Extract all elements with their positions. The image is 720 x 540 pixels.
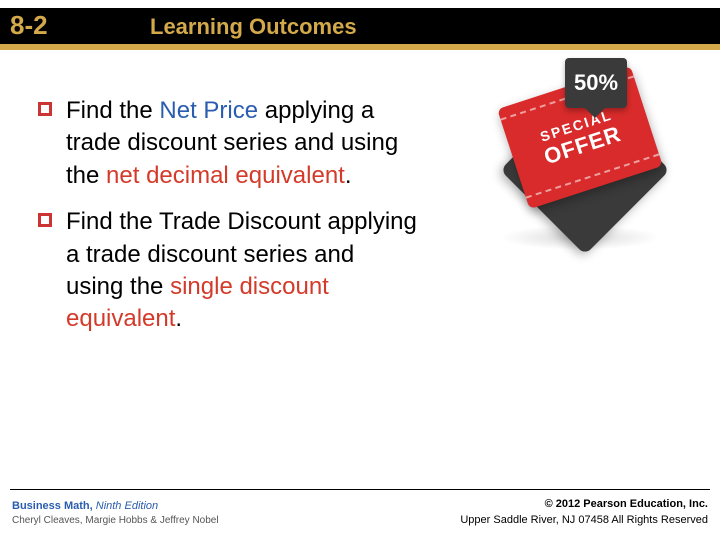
footer-book-title: Business Math, Ninth Edition [12,499,219,514]
offer-percent-badge: 50% [565,58,627,108]
footer-divider [10,489,710,491]
section-number: 8-2 [10,10,48,41]
square-bullet-icon [38,102,52,116]
bullet-text: Find the Trade Discount applying a trade… [66,206,418,336]
footer-copyright: © 2012 Pearson Education, Inc. [460,497,708,512]
slide-title: Learning Outcomes [150,14,357,40]
list-item: Find the Trade Discount applying a trade… [38,206,418,336]
footer-address: Upper Saddle River, NJ 07458 All Rights … [460,513,708,528]
square-bullet-icon [38,213,52,227]
footer-authors: Cheryl Cleaves, Margie Hobbs & Jeffrey N… [12,514,219,528]
bullet-text: Find the Net Price applying a trade disc… [66,95,418,192]
text-segment: net decimal equivalent [106,162,345,189]
text-segment: Find the [66,97,159,124]
text-segment: . [175,305,182,332]
footer-edition: Ninth Edition [96,500,158,512]
header-bar [0,8,720,44]
list-item: Find the Net Price applying a trade disc… [38,95,418,192]
footer-book-name: Business Math, [12,500,93,512]
footer-right: © 2012 Pearson Education, Inc. Upper Sad… [460,497,708,528]
text-segment: Net Price [159,97,258,124]
text-segment: . [345,162,352,189]
header-accent-stripe [0,44,720,50]
content-area: Find the Net Price applying a trade disc… [38,95,418,350]
footer-left: Business Math, Ninth Edition Cheryl Clea… [12,499,219,528]
special-offer-graphic: SPECIAL OFFER 50% [470,60,690,260]
